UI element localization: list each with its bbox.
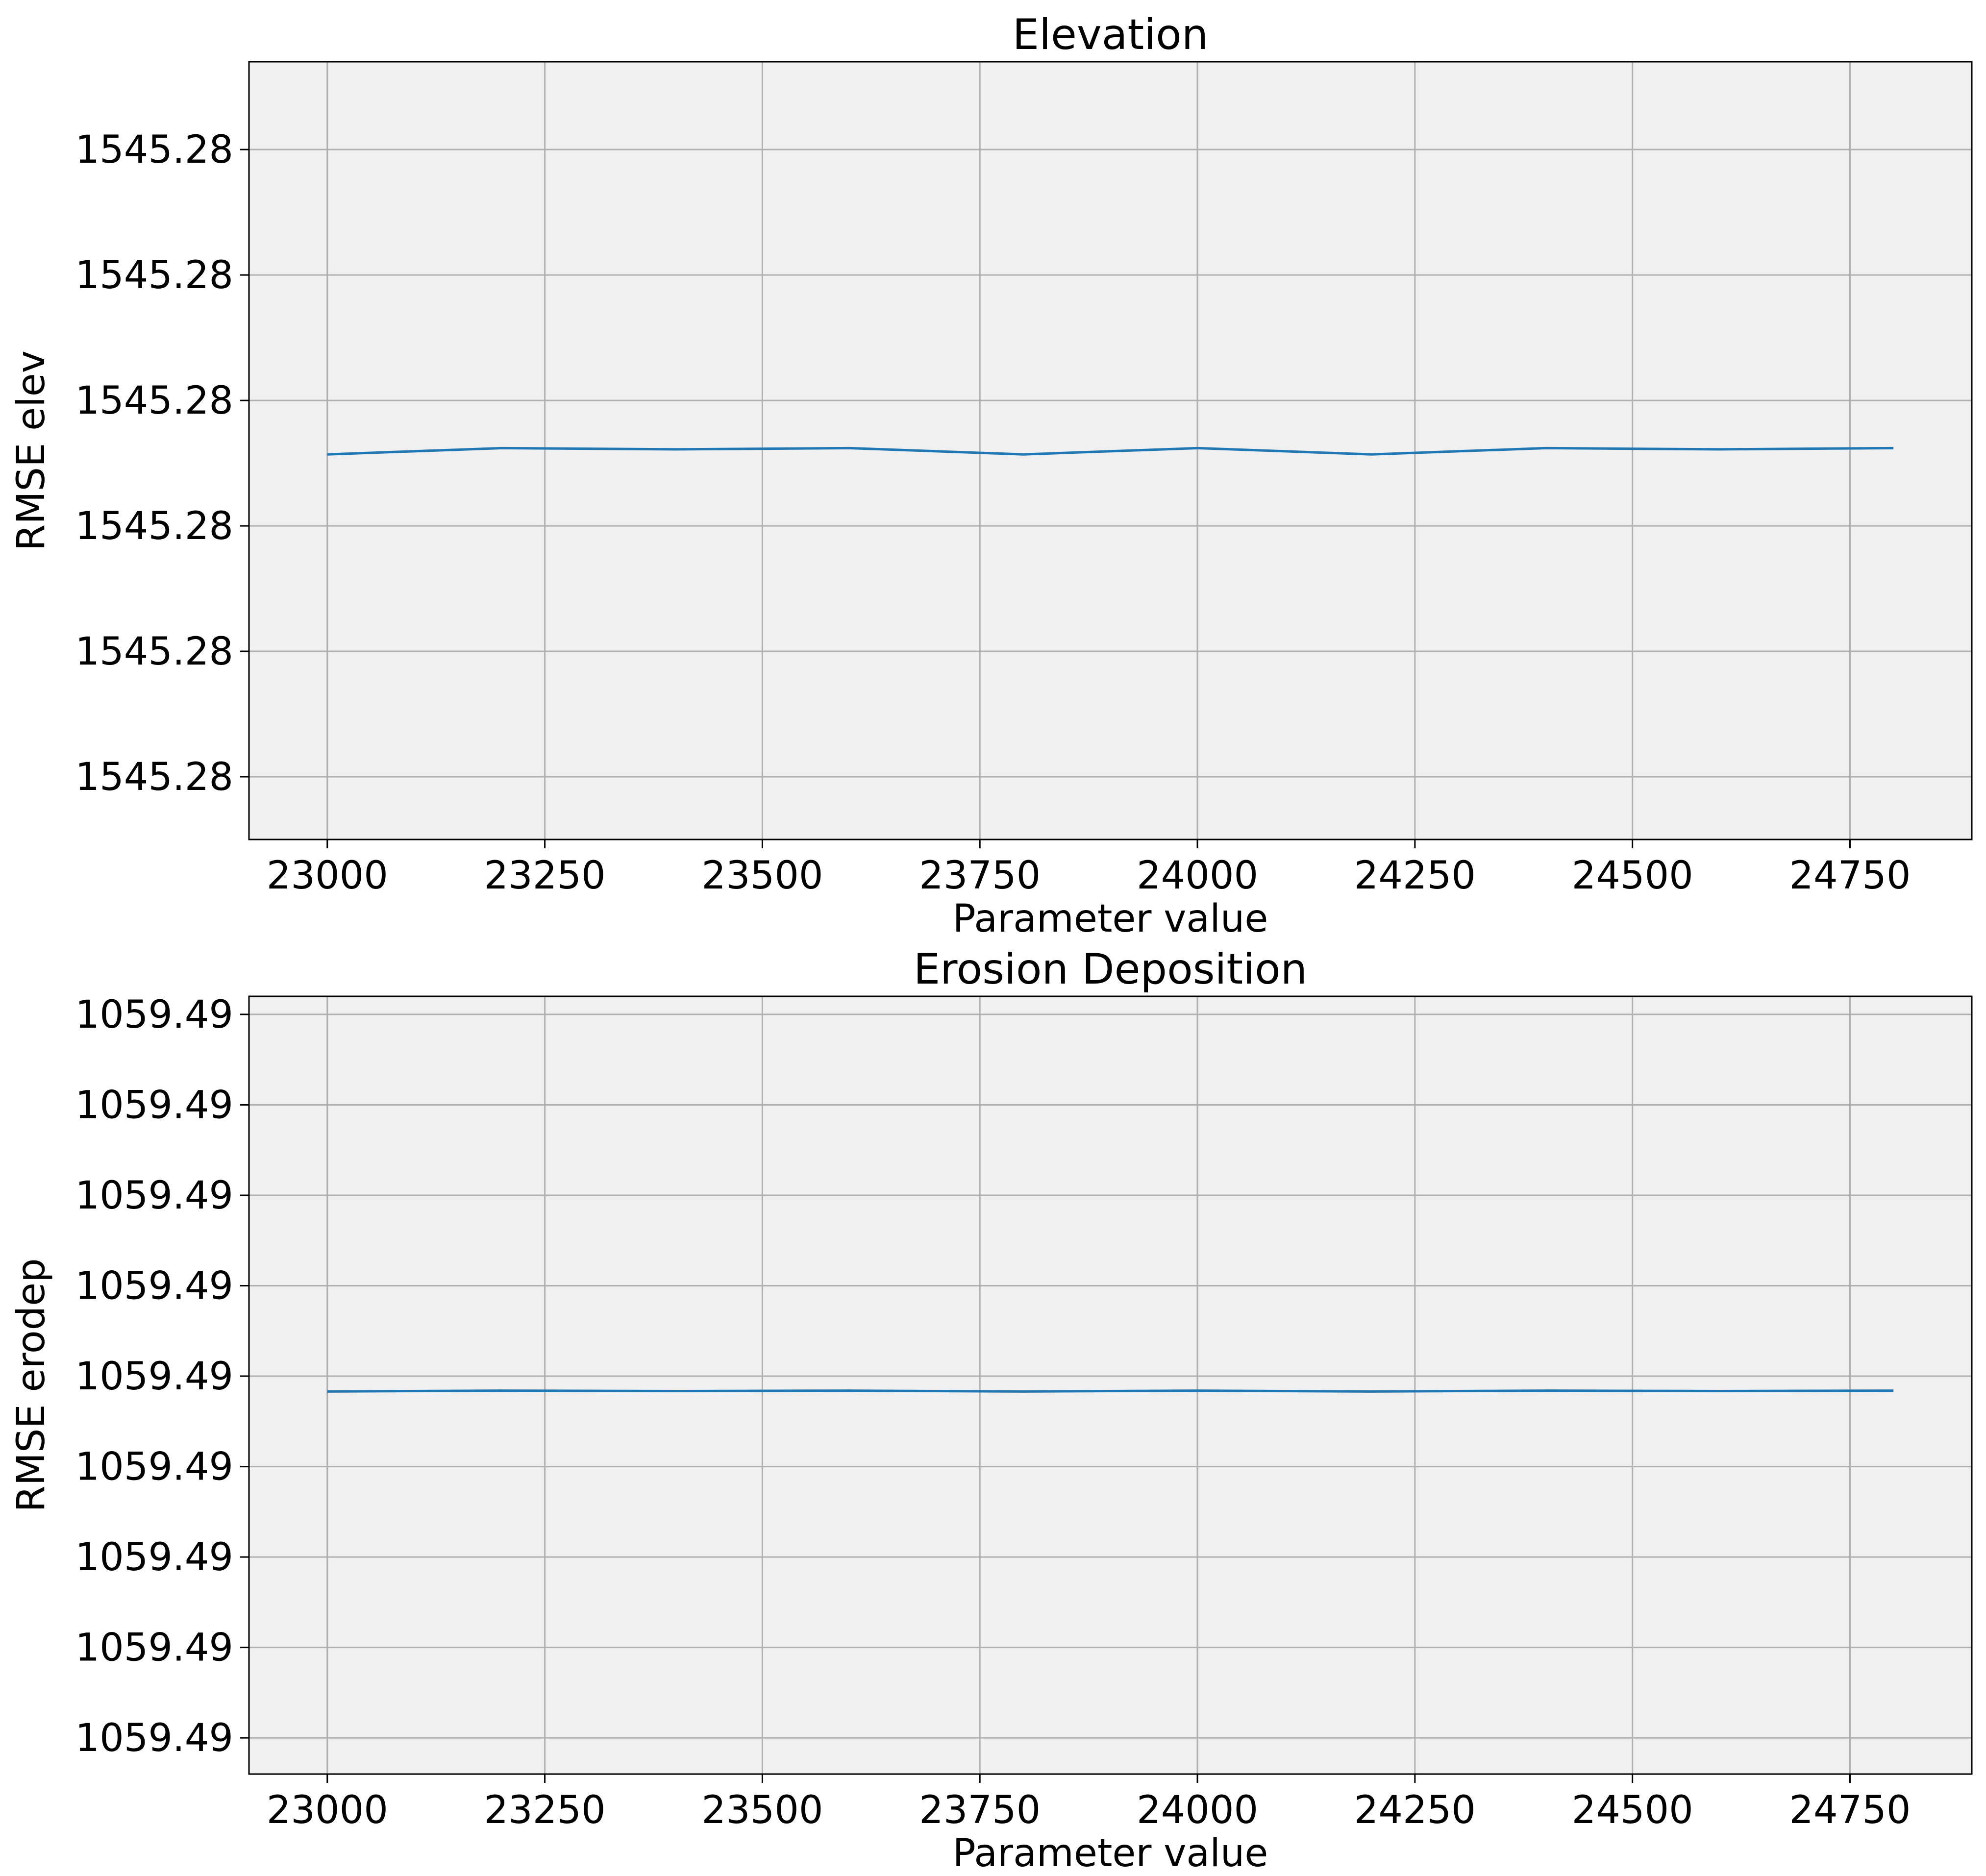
chart2-x-tick-label: 23500: [701, 1788, 823, 1832]
chart2-x-tick-label: 24000: [1137, 1788, 1258, 1832]
chart1-series-line: [327, 446, 1894, 456]
chart1-y-tick-label: 1545.28: [75, 630, 233, 674]
chart1-title: Elevation: [1013, 10, 1208, 59]
chart2-y-tick-label: 1059.49: [75, 1716, 233, 1760]
chart2-y-tick-label: 1059.49: [75, 1535, 233, 1580]
chart2-axes-frame: [248, 995, 1973, 1775]
chart1-y-tick-label: 1545.28: [75, 504, 233, 548]
chart1-axes-frame: [248, 61, 1973, 840]
chart1-y-tick-label: 1545.28: [75, 253, 233, 297]
chart2-y-tick-label: 1059.49: [75, 993, 233, 1037]
chart2-x-tick-label: 24500: [1572, 1788, 1693, 1832]
chart1-y-tick-label: 1545.28: [75, 128, 233, 172]
chart2-x-tick-label: 23250: [484, 1788, 606, 1832]
chart1-x-tick-label: 24500: [1572, 854, 1693, 898]
chart2-x-tick-label: 23000: [267, 1788, 388, 1832]
chart2-x-tick-label: 23750: [919, 1788, 1041, 1832]
chart2-x-axis-label: Parameter value: [953, 1831, 1268, 1876]
chart1-x-tick-label: 23250: [484, 854, 606, 898]
chart2-x-tick-label: 24750: [1789, 1788, 1911, 1832]
chart1-x-tick-label: 24750: [1789, 854, 1911, 898]
chart2-y-tick-label: 1059.49: [75, 1083, 233, 1127]
chart1-x-tick-label: 24000: [1137, 854, 1258, 898]
chart1-y-tick-label: 1545.28: [75, 755, 233, 799]
chart2-y-axis-label: RMSE erodep: [9, 1258, 53, 1512]
chart2-y-tick-label: 1059.49: [75, 1445, 233, 1489]
chart1-x-tick-label: 23500: [701, 854, 823, 898]
chart1-y-tick-label: 1545.28: [75, 379, 233, 423]
chart2-y-tick-label: 1059.49: [75, 1626, 233, 1670]
chart2-y-tick-label: 1059.49: [75, 1355, 233, 1399]
chart1-panel: 23000 23250 23500 23750 24000 24250 24500 24750…: [9, 10, 1973, 941]
chart2-y-tick-label: 1059.49: [75, 1264, 233, 1308]
chart2-series-line: [327, 1389, 1894, 1393]
chart1-y-axis-label: RMSE elev: [9, 350, 53, 551]
chart2-y-tick-label: 1059.49: [75, 1174, 233, 1218]
chart2-plot-area: [249, 996, 1972, 1774]
chart1-x-axis-label: Parameter value: [953, 897, 1268, 941]
chart2-x-tick-label: 24250: [1354, 1788, 1476, 1832]
chart2-title: Erosion Deposition: [914, 945, 1307, 994]
chart2-panel: 23000 23250 23500 23750 24000 24250 24500 24750…: [9, 945, 1973, 1876]
chart1-x-tick-label: 23750: [919, 854, 1041, 898]
chart1-x-tick-label: 23000: [267, 854, 388, 898]
chart1-x-tick-label: 24250: [1354, 854, 1476, 898]
